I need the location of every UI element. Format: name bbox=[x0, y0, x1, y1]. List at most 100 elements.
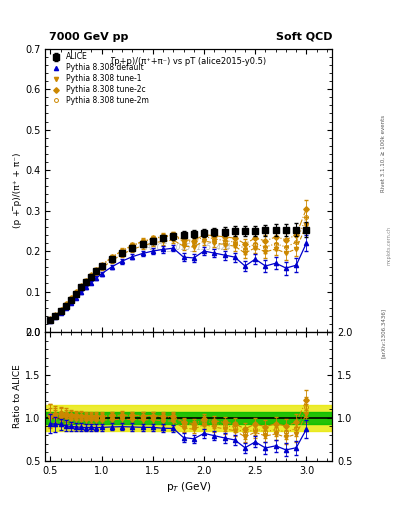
Pythia 8.308 tune-2c bbox=[181, 237, 186, 243]
Pythia 8.308 tune-2m bbox=[68, 296, 73, 302]
Pythia 8.308 tune-2c bbox=[79, 283, 83, 289]
Pythia 8.308 tune-2c bbox=[68, 295, 73, 302]
Pythia 8.308 tune-2c bbox=[161, 233, 165, 240]
Pythia 8.308 default bbox=[109, 264, 114, 270]
Pythia 8.308 tune-2m bbox=[151, 236, 155, 242]
Pythia 8.308 tune-2m bbox=[222, 238, 227, 244]
Pythia 8.308 default bbox=[191, 255, 196, 261]
Pythia 8.308 default bbox=[263, 263, 268, 269]
Pythia 8.308 tune-2c bbox=[120, 248, 125, 254]
Pythia 8.308 tune-2m bbox=[202, 233, 206, 240]
Pythia 8.308 tune-2c bbox=[53, 312, 58, 318]
Pythia 8.308 tune-2m bbox=[48, 316, 53, 323]
Pythia 8.308 tune-1 bbox=[304, 222, 309, 228]
Line: Pythia 8.308 tune-2c: Pythia 8.308 tune-2c bbox=[48, 206, 309, 322]
Pythia 8.308 tune-2c bbox=[253, 235, 257, 241]
Pythia 8.308 tune-1 bbox=[58, 308, 63, 314]
Pythia 8.308 default bbox=[171, 245, 176, 251]
Pythia 8.308 tune-2c bbox=[73, 289, 78, 295]
Pythia 8.308 tune-1 bbox=[232, 243, 237, 249]
Pythia 8.308 tune-2m bbox=[181, 238, 186, 244]
Text: Rivet 3.1.10, ≥ 100k events: Rivet 3.1.10, ≥ 100k events bbox=[381, 115, 386, 192]
Line: Pythia 8.308 tune-1: Pythia 8.308 tune-1 bbox=[48, 223, 309, 322]
Pythia 8.308 tune-1 bbox=[274, 246, 278, 252]
Pythia 8.308 tune-1 bbox=[53, 313, 58, 319]
Pythia 8.308 tune-1 bbox=[48, 317, 53, 323]
Pythia 8.308 tune-2m bbox=[274, 241, 278, 247]
Pythia 8.308 default bbox=[284, 265, 288, 271]
Legend: ALICE, Pythia 8.308 default, Pythia 8.308 tune-1, Pythia 8.308 tune-2c, Pythia 8: ALICE, Pythia 8.308 default, Pythia 8.30… bbox=[48, 51, 150, 106]
Pythia 8.308 default bbox=[181, 254, 186, 260]
Text: (̅p+p)/(π⁺+π⁻) vs pT (alice2015-y0.5): (̅p+p)/(π⁺+π⁻) vs pT (alice2015-y0.5) bbox=[111, 57, 266, 66]
Pythia 8.308 default bbox=[99, 271, 104, 277]
Pythia 8.308 tune-2c bbox=[58, 307, 63, 313]
Pythia 8.308 tune-2m bbox=[304, 214, 309, 220]
Pythia 8.308 tune-2c bbox=[94, 267, 99, 273]
Pythia 8.308 tune-2m bbox=[73, 290, 78, 296]
Pythia 8.308 tune-1 bbox=[89, 274, 94, 281]
Pythia 8.308 tune-2m bbox=[263, 244, 268, 250]
Pythia 8.308 default bbox=[53, 314, 58, 320]
Pythia 8.308 tune-1 bbox=[222, 242, 227, 248]
Pythia 8.308 tune-1 bbox=[181, 243, 186, 249]
Pythia 8.308 tune-1 bbox=[253, 245, 257, 251]
Pythia 8.308 default bbox=[242, 263, 247, 269]
Pythia 8.308 default bbox=[94, 275, 99, 281]
Text: 7000 GeV pp: 7000 GeV pp bbox=[49, 32, 129, 42]
Pythia 8.308 tune-2m bbox=[94, 267, 99, 273]
Pythia 8.308 default bbox=[84, 284, 88, 290]
Pythia 8.308 tune-2c bbox=[89, 272, 94, 279]
Pythia 8.308 tune-2c bbox=[242, 241, 247, 247]
Pythia 8.308 tune-1 bbox=[130, 246, 135, 252]
Pythia 8.308 tune-2m bbox=[171, 232, 176, 239]
Pythia 8.308 tune-1 bbox=[120, 251, 125, 258]
Pythia 8.308 default bbox=[68, 300, 73, 306]
Pythia 8.308 tune-2c bbox=[263, 238, 268, 244]
Pythia 8.308 tune-1 bbox=[242, 250, 247, 256]
Pythia 8.308 tune-2c bbox=[232, 235, 237, 241]
Pythia 8.308 tune-2m bbox=[53, 312, 58, 318]
Text: mcplots.cern.ch: mcplots.cern.ch bbox=[387, 226, 391, 265]
Pythia 8.308 tune-2m bbox=[120, 248, 125, 254]
Text: ALICE_2015_I1357424: ALICE_2015_I1357424 bbox=[146, 243, 231, 251]
Pythia 8.308 tune-2c bbox=[304, 205, 309, 211]
Pythia 8.308 default bbox=[304, 240, 309, 246]
Pythia 8.308 tune-2c bbox=[284, 237, 288, 243]
Pythia 8.308 default bbox=[232, 254, 237, 260]
Pythia 8.308 tune-2m bbox=[130, 243, 135, 249]
Pythia 8.308 tune-1 bbox=[151, 240, 155, 246]
Pythia 8.308 tune-1 bbox=[294, 246, 299, 252]
Text: [arXiv:1306.3436]: [arXiv:1306.3436] bbox=[381, 308, 386, 358]
Bar bbox=[45, 405, 332, 431]
Pythia 8.308 default bbox=[58, 309, 63, 315]
Pythia 8.308 tune-1 bbox=[212, 240, 217, 246]
Pythia 8.308 tune-2m bbox=[212, 236, 217, 242]
Pythia 8.308 tune-2c bbox=[99, 262, 104, 268]
Pythia 8.308 tune-2m bbox=[58, 307, 63, 313]
Pythia 8.308 tune-1 bbox=[161, 238, 165, 244]
Pythia 8.308 tune-1 bbox=[94, 270, 99, 276]
Pythia 8.308 default bbox=[120, 258, 125, 264]
Pythia 8.308 tune-1 bbox=[63, 303, 68, 309]
Pythia 8.308 default bbox=[161, 246, 165, 252]
Pythia 8.308 tune-1 bbox=[191, 244, 196, 250]
Pythia 8.308 tune-2c bbox=[171, 232, 176, 238]
Pythia 8.308 tune-1 bbox=[99, 265, 104, 271]
Pythia 8.308 tune-2m bbox=[99, 263, 104, 269]
Pythia 8.308 default bbox=[63, 305, 68, 311]
Pythia 8.308 tune-2m bbox=[79, 284, 83, 290]
Y-axis label: Ratio to ALICE: Ratio to ALICE bbox=[13, 365, 22, 428]
Y-axis label: (p + ̅p)/(π⁺ + π⁻): (p + ̅p)/(π⁺ + π⁻) bbox=[13, 153, 22, 228]
Pythia 8.308 tune-2m bbox=[89, 273, 94, 279]
Pythia 8.308 tune-2m bbox=[109, 254, 114, 261]
Pythia 8.308 tune-1 bbox=[109, 258, 114, 264]
Pythia 8.308 default bbox=[294, 262, 299, 268]
Pythia 8.308 default bbox=[130, 253, 135, 260]
Pythia 8.308 tune-2c bbox=[222, 234, 227, 240]
Pythia 8.308 tune-2c bbox=[130, 242, 135, 248]
Pythia 8.308 tune-2m bbox=[161, 234, 165, 240]
Pythia 8.308 tune-2m bbox=[84, 278, 88, 284]
Pythia 8.308 tune-2m bbox=[191, 239, 196, 245]
Pythia 8.308 default bbox=[89, 280, 94, 286]
Pythia 8.308 tune-2m bbox=[63, 302, 68, 308]
